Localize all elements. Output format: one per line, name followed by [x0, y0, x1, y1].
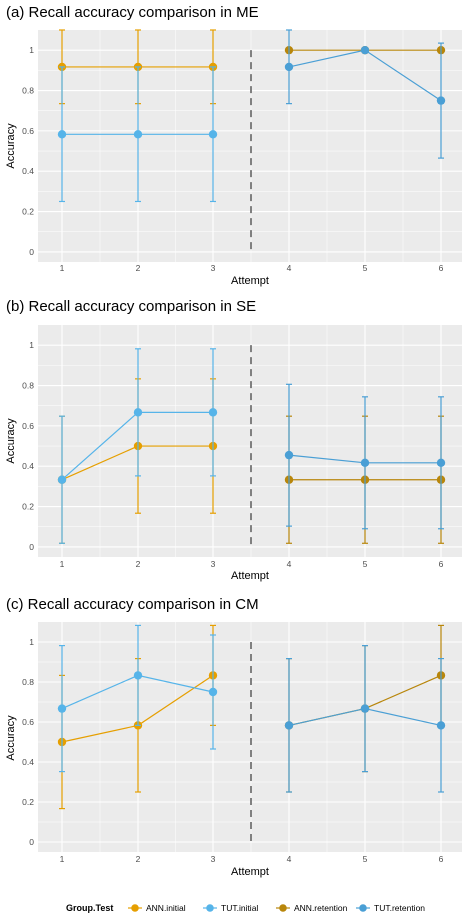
series-tut-initial: [57, 66, 218, 203]
x-tick-label: 5: [363, 263, 368, 273]
x-tick-label: 3: [211, 263, 216, 273]
data-point: [284, 721, 294, 730]
x-tick-label: 6: [439, 854, 444, 864]
data-point: [284, 62, 294, 72]
series-tut-initial: [57, 624, 218, 773]
series-tut-retention: [284, 644, 446, 793]
x-axis-label: Attempt: [231, 866, 269, 878]
x-tick-label: 1: [60, 263, 65, 273]
series-tut-retention: [284, 383, 446, 530]
data-point: [208, 130, 218, 139]
legend: Group.Test ANN.initial TUT.initial ANN.rete…: [66, 903, 425, 913]
y-axis-label: Accuracy: [5, 715, 17, 761]
y-tick-label: 0.6: [22, 717, 34, 727]
legend-key-point: [131, 904, 139, 912]
y-tick-label: 0.4: [22, 757, 34, 767]
series-tut-initial: [57, 348, 218, 544]
data-point: [436, 96, 446, 105]
data-point: [360, 458, 370, 467]
x-tick-label: 4: [287, 263, 292, 273]
x-tick-label: 3: [211, 854, 216, 864]
y-tick-label: 0.6: [22, 126, 34, 136]
data-point: [360, 704, 370, 713]
x-tick-label: 3: [211, 559, 216, 569]
y-tick-label: 0.8: [22, 381, 34, 391]
legend-key-point: [206, 904, 214, 912]
x-tick-label: 2: [136, 559, 141, 569]
data-point: [133, 671, 143, 680]
y-tick-label: 1: [29, 45, 34, 55]
panel-1: (a) Recall accuracy comparison in ME 0 0.2…: [5, 4, 462, 287]
legend-key-point: [279, 904, 287, 912]
y-tick-label: 1: [29, 340, 34, 350]
data-point: [436, 458, 446, 467]
y-tick-label: 0.8: [22, 677, 34, 687]
y-tick-label: 0.6: [22, 421, 34, 431]
data-point: [133, 408, 143, 417]
x-axis-label: Attempt: [231, 570, 269, 582]
x-axis-label: Attempt: [231, 275, 269, 287]
panel-title: (c) Recall accuracy comparison in CM: [6, 596, 259, 613]
x-tick-label: 6: [439, 559, 444, 569]
data-point: [360, 45, 370, 55]
y-tick-label: 0: [29, 837, 34, 847]
data-point: [133, 130, 143, 139]
panel-2: (b) Recall accuracy comparison in SE 0 0.2…: [5, 298, 462, 582]
series-tut-retention: [284, 29, 446, 159]
data-point: [208, 408, 218, 417]
y-axis-label: Accuracy: [5, 123, 17, 169]
panel-3: (c) Recall accuracy comparison in CM 0 0.2…: [5, 596, 462, 878]
y-axis-label: Accuracy: [5, 418, 17, 464]
y-tick-label: 1: [29, 637, 34, 647]
data-point: [436, 721, 446, 730]
x-tick-label: 4: [287, 854, 292, 864]
y-tick-label: 0: [29, 247, 34, 257]
legend-title: Group.Test: [66, 903, 113, 913]
y-tick-label: 0.8: [22, 86, 34, 96]
y-tick-label: 0.2: [22, 797, 34, 807]
data-point: [57, 475, 67, 484]
data-point: [208, 687, 218, 697]
x-tick-label: 2: [136, 854, 141, 864]
y-tick-label: 0.2: [22, 502, 34, 512]
data-point: [57, 704, 67, 713]
legend-label: ANN.retention: [294, 903, 348, 913]
y-tick-label: 0.2: [22, 207, 34, 217]
legend-label: TUT.initial: [221, 903, 258, 913]
y-tick-label: 0.4: [22, 166, 34, 176]
data-point: [284, 450, 294, 460]
x-tick-label: 5: [363, 559, 368, 569]
x-tick-label: 1: [60, 854, 65, 864]
legend-label: ANN.initial: [146, 903, 186, 913]
x-tick-label: 4: [287, 559, 292, 569]
data-point: [57, 130, 67, 139]
x-tick-label: 2: [136, 263, 141, 273]
legend-label: TUT.retention: [374, 903, 425, 913]
panel-title: (b) Recall accuracy comparison in SE: [6, 298, 256, 315]
y-tick-label: 0.4: [22, 461, 34, 471]
legend-key-point: [359, 904, 367, 912]
x-tick-label: 5: [363, 854, 368, 864]
x-tick-label: 1: [60, 559, 65, 569]
y-tick-label: 0: [29, 542, 34, 552]
x-tick-label: 6: [439, 263, 444, 273]
panel-title: (a) Recall accuracy comparison in ME: [6, 4, 259, 21]
